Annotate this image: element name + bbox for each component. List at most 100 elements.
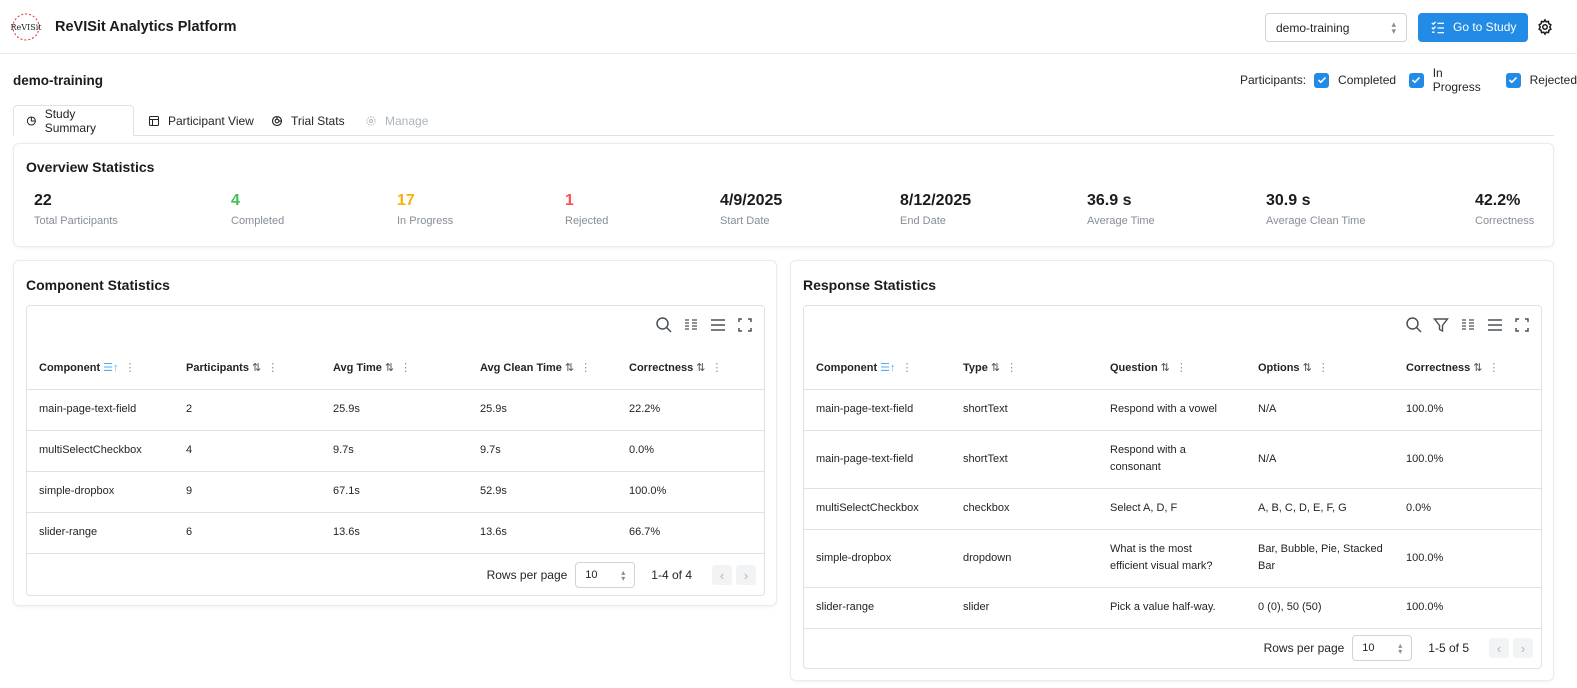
fullscreen-icon[interactable] [1513, 316, 1531, 334]
table-cell: 0.0% [1394, 488, 1541, 530]
prev-page-icon[interactable]: ‹ [1489, 638, 1509, 658]
column-header[interactable]: Type ⇅ ⋮ [951, 346, 1098, 390]
table-cell: Select A, D, F [1098, 488, 1246, 530]
filter-completed[interactable]: Completed [1314, 72, 1396, 88]
tab-trial-stats[interactable]: Trial Stats [259, 105, 357, 136]
prev-page-icon[interactable]: ‹ [712, 565, 732, 585]
stat-label: Average Clean Time [1266, 215, 1366, 227]
stat-label: Completed [231, 215, 285, 227]
revisit-logo[interactable]: ReVISit [10, 12, 42, 42]
checkbox-checked-icon[interactable] [1505, 72, 1521, 88]
table-cell: main-page-text-field [27, 389, 174, 431]
participants-label: Participants: [1240, 73, 1307, 87]
table-row[interactable]: main-page-text-field shortText Respond w… [804, 389, 1541, 431]
stat-average-clean-time: 30.9 s Average Clean Time [1266, 192, 1365, 227]
gear-icon[interactable] [1536, 18, 1554, 36]
rows-per-page-select[interactable]: 10 ▴ ▾ [575, 562, 636, 588]
sort-icon[interactable]: ⇅ [990, 361, 1001, 374]
table-cell: 67.1s [321, 471, 468, 513]
column-menu-icon[interactable]: ⋮ [901, 361, 913, 374]
filter-icon[interactable] [1432, 316, 1450, 334]
stat-end-date: 8/12/2025 End Date [900, 192, 971, 227]
stat-label: Correctness [1475, 215, 1535, 227]
columns-icon[interactable] [1459, 316, 1477, 334]
tab-participant-view[interactable]: Participant View [136, 105, 266, 136]
table-cell: Respond with a vowel [1098, 389, 1246, 431]
table-row[interactable]: slider-range slider Pick a value half-wa… [804, 587, 1541, 629]
table-cell: 13.6s [468, 512, 617, 554]
filter-in-progress[interactable]: In Progress [1409, 66, 1493, 94]
column-menu-icon[interactable]: ⋮ [1175, 361, 1187, 374]
table-cell: What is the most efficient visual mark? [1098, 529, 1246, 588]
table-row[interactable]: simple-dropbox 9 67.1s 52.9s 100.0% [27, 471, 764, 513]
table-row[interactable]: main-page-text-field shortText Respond w… [804, 430, 1541, 489]
list-check-icon [1430, 20, 1445, 35]
sort-icon[interactable]: ⇅ [696, 361, 706, 374]
table-cell: 100.0% [1394, 587, 1541, 629]
column-header[interactable]: Correctness ⇅ ⋮ [1394, 346, 1541, 390]
app-header: ReVISit ReVISit Analytics Platform demo-… [0, 0, 1577, 54]
go-to-study-button[interactable]: Go to Study [1418, 13, 1528, 42]
stat-label: Rejected [565, 215, 609, 227]
column-header[interactable]: Avg Clean Time ⇅ ⋮ [468, 346, 617, 390]
column-menu-icon[interactable]: ⋮ [1317, 361, 1329, 374]
column-menu-icon[interactable]: ⋮ [267, 361, 279, 374]
table-row[interactable]: slider-range 6 13.6s 13.6s 66.7% [27, 512, 764, 554]
column-menu-icon[interactable]: ⋮ [1006, 361, 1018, 374]
table-cell: simple-dropbox [27, 471, 174, 513]
table-cell: 100.0% [1394, 430, 1541, 489]
column-header[interactable]: Component ☰↑ ⋮ [27, 346, 174, 390]
sort-icon[interactable]: ⇅ [564, 361, 575, 374]
sort-icon[interactable]: ⇅ [1473, 361, 1483, 374]
column-header[interactable]: Correctness ⇅ ⋮ [617, 346, 764, 390]
sort-asc-icon[interactable]: ☰↑ [103, 361, 119, 374]
search-icon[interactable] [655, 316, 673, 334]
table-pagination: Rows per page 10 ▴ ▾ 1-5 of 5 ‹ › [1264, 635, 1533, 661]
stat-value: 22 [34, 192, 52, 209]
response-table-grid: Component ☰↑ ⋮ Type ⇅ ⋮ Question ⇅ ⋮ Options ⇅ ⋮… [804, 346, 1541, 629]
checkbox-checked-icon[interactable] [1314, 72, 1330, 88]
column-header[interactable]: Component ☰↑ ⋮ [804, 346, 951, 390]
columns-icon[interactable] [682, 316, 700, 334]
table-cell: main-page-text-field [804, 389, 951, 431]
next-page-icon[interactable]: › [736, 565, 756, 585]
select-chevron-icon: ▴ ▾ [1391, 19, 1396, 36]
table-row[interactable]: multiSelectCheckbox 4 9.7s 9.7s 0.0% [27, 430, 764, 472]
stat-average-time: 36.9 s Average Time [1087, 192, 1155, 227]
sort-icon[interactable]: ⇅ [1160, 361, 1170, 374]
stat-label: Average Time [1087, 215, 1155, 227]
tab-study-summary[interactable]: Study Summary [13, 105, 134, 136]
column-menu-icon[interactable]: ⋮ [400, 361, 412, 374]
density-icon[interactable] [1486, 316, 1504, 334]
column-header[interactable]: Avg Time ⇅ ⋮ [321, 346, 468, 390]
rows-per-page-select[interactable]: 10 ▴ ▾ [1352, 635, 1413, 661]
fullscreen-icon[interactable] [736, 316, 754, 334]
checkbox-checked-icon[interactable] [1409, 72, 1424, 88]
table-row[interactable]: main-page-text-field 2 25.9s 25.9s 22.2% [27, 389, 764, 431]
sort-icon[interactable]: ⇅ [251, 361, 262, 374]
study-select[interactable]: demo-training ▴ ▾ [1265, 13, 1407, 42]
sort-icon[interactable]: ⇅ [384, 361, 395, 374]
table-cell: 2 [174, 389, 321, 431]
column-menu-icon[interactable]: ⋮ [124, 361, 136, 374]
column-menu-icon[interactable]: ⋮ [580, 361, 592, 374]
filter-rejected[interactable]: Rejected [1505, 72, 1577, 88]
density-icon[interactable] [709, 316, 727, 334]
search-icon[interactable] [1405, 316, 1423, 334]
select-chevron-icon: ▴ ▾ [1398, 641, 1403, 656]
column-menu-icon[interactable]: ⋮ [711, 361, 723, 374]
table-row[interactable]: multiSelectCheckbox checkbox Select A, D… [804, 488, 1541, 530]
next-page-icon[interactable]: › [1513, 638, 1533, 658]
sort-icon[interactable]: ⇅ [1302, 361, 1312, 374]
stat-value: 1 [565, 192, 574, 209]
column-header[interactable]: Participants ⇅ ⋮ [174, 346, 321, 390]
table-row[interactable]: simple-dropbox dropdown What is the most… [804, 529, 1541, 588]
table-cell: 25.9s [468, 389, 617, 431]
column-header[interactable]: Question ⇅ ⋮ [1098, 346, 1246, 390]
sort-asc-icon[interactable]: ☰↑ [880, 361, 896, 374]
column-menu-icon[interactable]: ⋮ [1488, 361, 1500, 374]
tab-manage[interactable]: Manage [353, 105, 440, 136]
table-cell: 6 [174, 512, 321, 554]
column-header[interactable]: Options ⇅ ⋮ [1246, 346, 1394, 390]
stat-in-progress: 17 In Progress [397, 192, 453, 227]
